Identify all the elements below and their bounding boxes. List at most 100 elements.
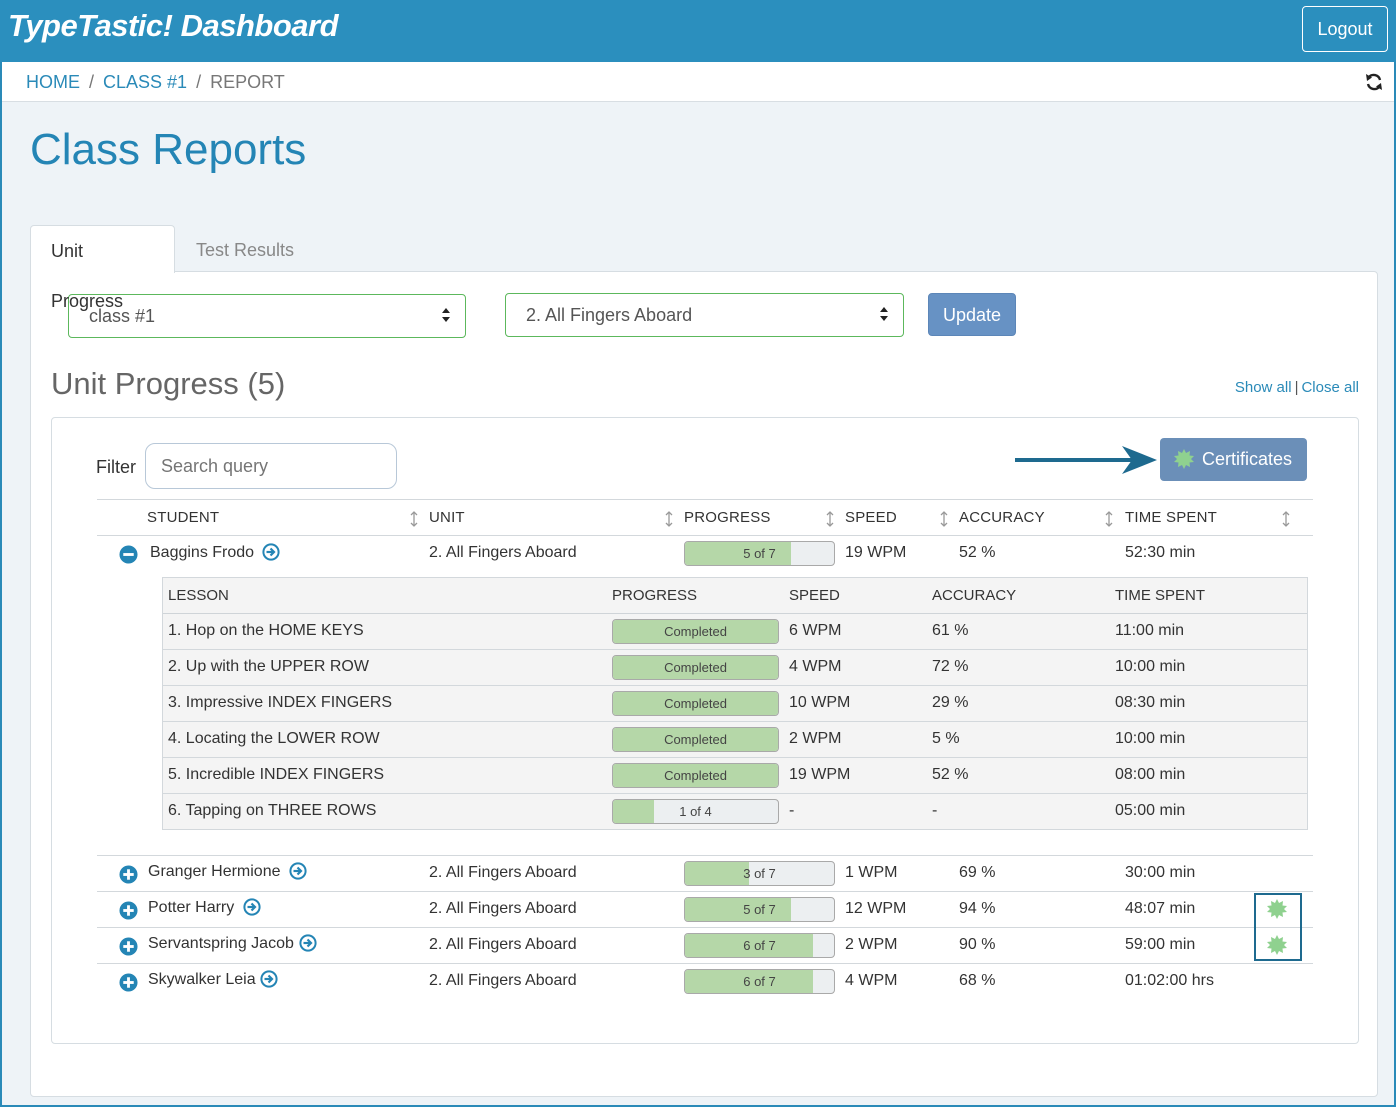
lesson-column-header-lesson: LESSON <box>168 587 229 604</box>
row-divider <box>163 721 1307 722</box>
arrow-circle-right-icon[interactable] <box>289 862 307 880</box>
plus-circle-icon[interactable] <box>119 973 138 992</box>
unit-name: 2. All Fingers Aboard <box>429 864 577 881</box>
unit-select-value: 2. All Fingers Aboard <box>526 305 693 325</box>
lesson-accuracy: - <box>932 802 938 819</box>
certificate-seal-icon[interactable] <box>1267 935 1287 955</box>
sort-arrows-icon[interactable] <box>1281 510 1291 528</box>
progress-fill <box>685 970 814 993</box>
arrow-circle-right-icon[interactable] <box>299 934 317 952</box>
show-all-link[interactable]: Show all <box>1234 379 1292 396</box>
certificate-seal-icon[interactable] <box>1267 899 1287 919</box>
accuracy-value: 94 % <box>959 900 996 917</box>
lesson-accuracy: 61 % <box>932 622 969 639</box>
progress-bar: 3 of 7 <box>684 861 835 886</box>
logout-button[interactable]: Logout <box>1302 6 1388 52</box>
sort-arrows-icon[interactable] <box>664 510 674 528</box>
arrow-pointer-icon <box>1015 446 1157 474</box>
time-spent-value: 48:07 min <box>1125 900 1196 917</box>
close-all-link[interactable]: Close all <box>1301 379 1359 396</box>
speed-value: 12 WPM <box>845 900 907 917</box>
breadcrumb-current: REPORT <box>210 72 285 92</box>
lesson-time: 10:00 min <box>1115 730 1186 747</box>
lesson-progress-bar: Completed <box>612 619 779 644</box>
certificates-label: Certificates <box>1202 449 1293 469</box>
lesson-time: 08:30 min <box>1115 694 1186 711</box>
lesson-name: 1. Hop on the HOME KEYS <box>168 622 364 639</box>
sort-arrows-icon[interactable] <box>939 510 949 528</box>
progress-label: Completed <box>664 696 727 711</box>
lesson-accuracy: 29 % <box>932 694 969 711</box>
lesson-time: 10:00 min <box>1115 658 1186 675</box>
lesson-header-border <box>163 613 1307 614</box>
unit-name: 2. All Fingers Aboard <box>429 972 577 989</box>
lesson-progress-bar: Completed <box>612 655 779 680</box>
class-select-value: class #1 <box>89 306 155 326</box>
unit-select[interactable]: 2. All Fingers Aboard <box>505 293 904 337</box>
class-select[interactable]: class #1 <box>68 294 466 338</box>
lesson-progress-bar: 1 of 4 <box>612 799 779 824</box>
progress-label: 5 of 7 <box>743 902 776 917</box>
progress-label: 6 of 7 <box>743 974 776 989</box>
lesson-column-header-accuracy: ACCURACY <box>932 587 1017 604</box>
search-input[interactable] <box>145 443 397 489</box>
lesson-column-header-time-spent: TIME SPENT <box>1115 587 1206 604</box>
progress-label: Completed <box>664 732 727 747</box>
refresh-icon[interactable] <box>1364 72 1384 92</box>
accuracy-value: 90 % <box>959 936 996 953</box>
column-header-accuracy[interactable]: ACCURACY <box>959 509 1045 526</box>
progress-label: 1 of 4 <box>679 804 712 819</box>
lesson-time: 08:00 min <box>1115 766 1186 783</box>
sort-arrows-icon[interactable] <box>409 510 419 528</box>
minus-circle-icon[interactable] <box>119 545 138 564</box>
progress-fill <box>613 620 778 643</box>
speed-value: 19 WPM <box>845 544 907 561</box>
unit-name: 2. All Fingers Aboard <box>429 900 577 917</box>
row-divider <box>97 891 1313 892</box>
column-header-student[interactable]: STUDENT <box>147 509 220 526</box>
page-title: Class Reports <box>30 125 307 174</box>
progress-bar: 5 of 7 <box>684 541 835 566</box>
lesson-column-header-speed: SPEED <box>789 587 840 604</box>
lesson-speed: 2 WPM <box>789 730 842 747</box>
lesson-progress-bar: Completed <box>612 763 779 788</box>
lesson-name: 5. Incredible INDEX FINGERS <box>168 766 385 783</box>
progress-label: 3 of 7 <box>743 866 776 881</box>
column-header-speed[interactable]: SPEED <box>845 509 897 526</box>
sort-arrows-icon[interactable] <box>1104 510 1114 528</box>
unit-name: 2. All Fingers Aboard <box>429 936 577 953</box>
arrow-circle-right-icon[interactable] <box>260 970 278 988</box>
select-caret-icon <box>442 308 450 322</box>
row-divider <box>97 927 1313 928</box>
breadcrumb-separator: / <box>89 72 95 92</box>
row-divider <box>97 855 1313 856</box>
plus-circle-icon[interactable] <box>119 937 138 956</box>
progress-bar: 6 of 7 <box>684 969 835 994</box>
progress-fill <box>685 898 791 921</box>
tab-test-results[interactable]: Test Results <box>196 240 295 260</box>
breadcrumb-class-link[interactable]: CLASS #1 <box>103 72 188 92</box>
student-name: Granger Hermione <box>148 863 281 880</box>
breadcrumb-home-link[interactable]: HOME <box>26 72 80 92</box>
lesson-speed: - <box>789 802 795 819</box>
lesson-name: 6. Tapping on THREE ROWS <box>168 802 377 819</box>
progress-fill <box>685 542 791 565</box>
lesson-time: 11:00 min <box>1115 622 1185 639</box>
sort-arrows-icon[interactable] <box>825 510 835 528</box>
plus-circle-icon[interactable] <box>119 865 138 884</box>
arrow-circle-right-icon[interactable] <box>243 898 261 916</box>
progress-label: Completed <box>664 624 727 639</box>
app-title: TypeTastic! Dashboard <box>8 8 339 43</box>
tab-unit-progress[interactable]: Unit Progress <box>30 225 175 311</box>
column-header-unit[interactable]: UNIT <box>429 509 465 526</box>
plus-circle-icon[interactable] <box>119 901 138 920</box>
time-spent-value: 52:30 min <box>1125 544 1196 561</box>
update-button[interactable]: Update <box>928 293 1016 336</box>
lesson-speed: 6 WPM <box>789 622 842 639</box>
column-header-time-spent[interactable]: TIME SPENT <box>1125 509 1218 526</box>
row-divider <box>97 963 1313 964</box>
arrow-circle-right-icon[interactable] <box>262 543 280 561</box>
column-header-progress[interactable]: PROGRESS <box>684 509 771 526</box>
certificates-button[interactable]: Certificates <box>1160 438 1307 481</box>
row-divider <box>163 685 1307 686</box>
